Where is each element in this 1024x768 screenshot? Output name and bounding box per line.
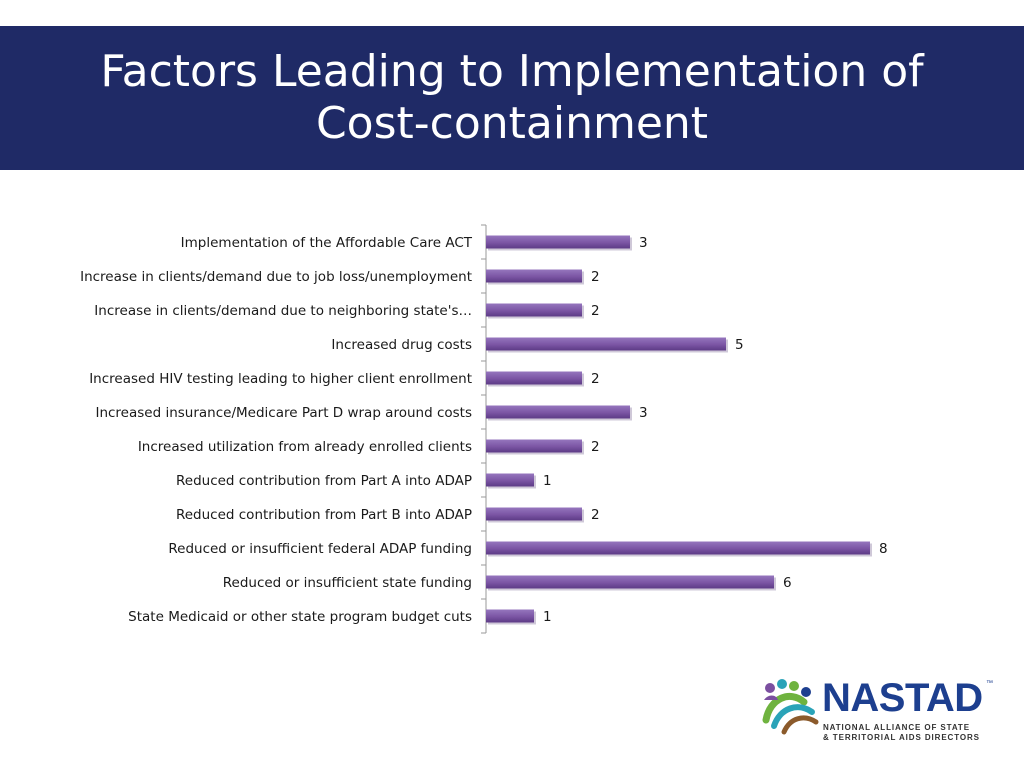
page-title: Factors Leading to Implementation of Cos… [100, 46, 924, 149]
category-label: Reduced or insufficient federal ADAP fun… [168, 541, 472, 557]
bar [486, 269, 582, 283]
category-label: State Medicaid or other state program bu… [128, 609, 472, 625]
value-label: 1 [543, 473, 552, 489]
category-label: Implementation of the Affordable Care AC… [181, 235, 473, 251]
value-label: 2 [591, 371, 600, 387]
value-label: 1 [543, 609, 552, 625]
value-label: 2 [591, 439, 600, 455]
logo-subtitle-line1: NATIONAL ALLIANCE OF STATE [823, 723, 970, 732]
logo-wordmark: NASTAD [822, 676, 983, 720]
value-label: 2 [591, 303, 600, 319]
nastad-logo: NASTAD ™ NATIONAL ALLIANCE OF STATE & TE… [760, 676, 1000, 746]
bar [486, 439, 582, 453]
title-band: Factors Leading to Implementation of Cos… [0, 26, 1024, 170]
bar [486, 235, 630, 249]
bar [486, 609, 534, 623]
category-label: Increased drug costs [331, 337, 472, 353]
bar [486, 405, 630, 419]
category-label: Reduced contribution from Part B into AD… [176, 507, 472, 523]
logo-subtitle-line2: & TERRITORIAL AIDS DIRECTORS [823, 733, 980, 742]
bar [486, 507, 582, 521]
value-label: 3 [639, 405, 648, 421]
category-label: Reduced or insufficient state funding [223, 575, 472, 591]
value-label: 3 [639, 235, 648, 251]
bar [486, 371, 582, 385]
category-label: Increase in clients/demand due to neighb… [94, 303, 472, 319]
value-label: 8 [879, 541, 888, 557]
category-label: Reduced contribution from Part A into AD… [176, 473, 472, 489]
category-label: Increased utilization from already enrol… [138, 439, 472, 455]
category-label: Increased insurance/Medicare Part D wrap… [95, 405, 472, 421]
bar [486, 303, 582, 317]
value-label: 2 [591, 269, 600, 285]
bar [486, 473, 534, 487]
value-label: 2 [591, 507, 600, 523]
bar [486, 541, 870, 555]
category-label: Increased HIV testing leading to higher … [89, 371, 472, 387]
bar [486, 575, 774, 589]
bar [486, 337, 726, 351]
logo-trademark: ™ [986, 680, 993, 687]
nastad-logo-figures-icon [762, 679, 819, 735]
value-label: 5 [735, 337, 744, 353]
value-label: 6 [783, 575, 792, 591]
category-label: Increase in clients/demand due to job lo… [80, 269, 472, 285]
